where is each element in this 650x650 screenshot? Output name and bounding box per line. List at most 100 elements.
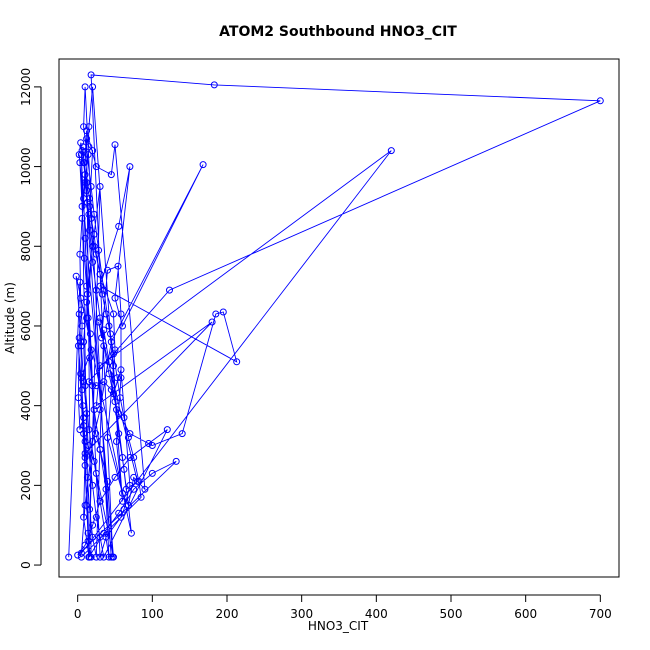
data-point <box>96 446 104 453</box>
data-point <box>111 398 119 406</box>
data-point <box>81 461 89 469</box>
series-line <box>68 74 601 559</box>
data-point <box>86 354 94 362</box>
data-point <box>81 83 89 91</box>
data-point <box>210 81 218 89</box>
data-point <box>89 258 97 266</box>
data-point <box>78 386 86 394</box>
data-point <box>81 438 89 445</box>
data-point <box>100 342 108 350</box>
data-point <box>135 477 143 485</box>
data-point <box>130 485 138 493</box>
data-point <box>120 414 128 422</box>
data-point <box>115 430 123 438</box>
data-point <box>89 533 97 541</box>
data-point <box>96 497 104 505</box>
data-point <box>100 326 108 334</box>
data-point <box>105 322 113 330</box>
data-point <box>84 151 92 159</box>
data-point <box>117 374 125 382</box>
data-point <box>89 147 97 155</box>
data-point <box>105 370 113 378</box>
data-point <box>80 254 88 262</box>
data-point <box>79 143 87 151</box>
data-point <box>77 370 85 378</box>
data-point <box>107 330 114 338</box>
plot-frame <box>58 58 620 578</box>
y-axis: 0 2000 4000 6000 8000 10000 12000 <box>19 68 42 569</box>
data-point <box>102 310 110 318</box>
data-point <box>100 553 108 561</box>
data-point <box>80 430 88 438</box>
data-point <box>83 290 91 298</box>
data-point <box>114 262 122 270</box>
data-point <box>219 308 227 316</box>
data-point <box>96 362 104 370</box>
data-point <box>92 250 100 258</box>
data-point <box>110 350 117 358</box>
data-point <box>81 454 89 461</box>
data-point <box>72 272 80 280</box>
data-point <box>83 135 91 143</box>
data-point <box>113 406 120 414</box>
data-point <box>92 553 100 561</box>
data-point <box>77 294 85 302</box>
x-tick-label: 600 <box>514 607 537 621</box>
data-point <box>81 541 89 549</box>
x-tick-label: 200 <box>216 607 239 621</box>
data-point <box>87 346 95 354</box>
data-point <box>84 314 92 322</box>
data-point <box>83 410 91 418</box>
data-point <box>87 71 95 79</box>
data-point <box>89 481 97 489</box>
data-point <box>90 406 98 414</box>
data-point <box>124 501 132 509</box>
data-point <box>89 438 97 445</box>
data-point <box>110 310 117 318</box>
data-point <box>78 147 86 155</box>
data-point <box>77 139 85 147</box>
data-point <box>78 214 86 222</box>
data-point <box>90 457 98 465</box>
data-point <box>172 457 180 465</box>
data-point <box>199 161 207 169</box>
y-tick-label: 12000 <box>19 68 33 106</box>
data-point <box>92 513 100 521</box>
data-point <box>119 489 126 497</box>
data-point <box>107 171 115 179</box>
data-point <box>74 551 82 559</box>
y-tick-label: 0 <box>19 561 33 569</box>
data-point <box>208 318 216 326</box>
data-point <box>102 485 110 493</box>
data-point <box>178 430 186 438</box>
data-point <box>77 549 85 557</box>
data-point <box>107 553 115 561</box>
data-point <box>212 310 220 318</box>
data-point <box>117 513 125 521</box>
data-point <box>137 493 145 501</box>
data-point <box>111 346 119 354</box>
data-point <box>86 330 94 338</box>
data-point <box>126 481 134 489</box>
data-point <box>83 298 91 306</box>
data-point <box>116 394 124 402</box>
data-point <box>81 171 89 179</box>
data-point <box>76 426 84 434</box>
data-point <box>74 394 82 402</box>
data-point <box>98 334 106 342</box>
data-point <box>77 338 85 346</box>
data-point <box>120 505 128 513</box>
data-point <box>113 438 120 445</box>
x-axis: 0 100 200 300 400 500 600 700 <box>74 594 612 621</box>
data-point <box>117 310 125 318</box>
data-point <box>81 234 89 242</box>
data-point <box>85 210 93 218</box>
data-point <box>85 426 93 434</box>
data-point <box>115 509 123 517</box>
data-point <box>120 465 128 473</box>
data-point <box>130 454 138 461</box>
data-point <box>89 242 97 250</box>
y-tick-label: 6000 <box>19 311 33 342</box>
data-point <box>76 278 84 286</box>
